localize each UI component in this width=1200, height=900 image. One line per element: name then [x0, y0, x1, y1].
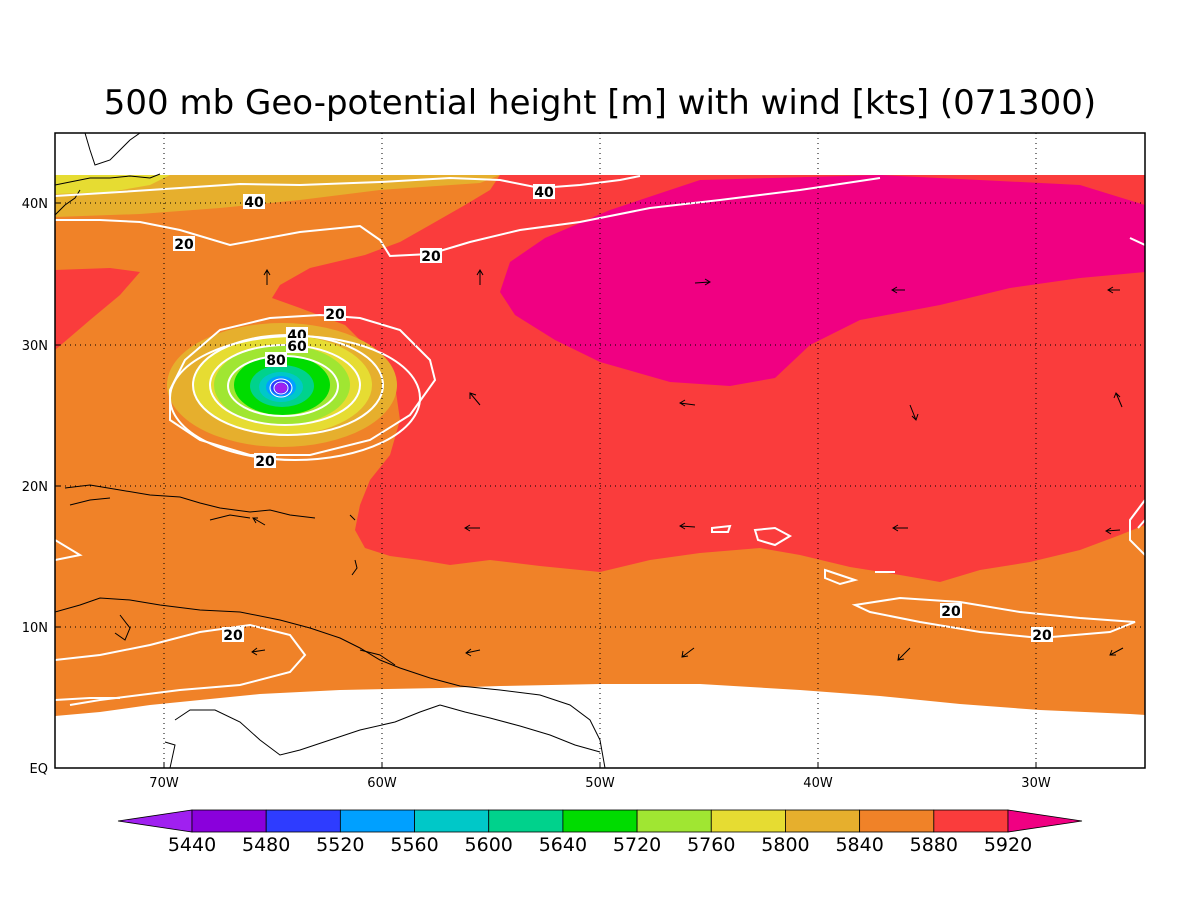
- svg-text:60: 60: [287, 339, 307, 355]
- colorbar-label: 5560: [390, 834, 438, 856]
- colorbar-label: 5440: [168, 834, 216, 856]
- svg-text:20: 20: [223, 628, 243, 644]
- colorbar-swatch: [414, 809, 490, 833]
- height-field-5840: [55, 175, 500, 217]
- wind-contour-label: 60: [286, 338, 308, 355]
- colorbar-swatch: [339, 809, 415, 833]
- height-field-5960: [500, 175, 1145, 386]
- colorbar-label: 5880: [910, 834, 958, 856]
- colorbar-swatch: [191, 809, 267, 833]
- colorbar-label: 5800: [761, 834, 809, 856]
- wind-contour-label: 40: [243, 194, 265, 211]
- lon-label-50w: 50W: [585, 776, 615, 791]
- lat-label-20n: 20N: [22, 480, 48, 495]
- height-field-5920-west: [55, 268, 140, 350]
- colorbar-swatch: [488, 809, 564, 833]
- colorbar-swatch: [710, 809, 786, 833]
- wind-contour-label: 20: [1031, 627, 1053, 644]
- colorbar-swatch: [562, 809, 638, 833]
- colorbar-label: 5520: [316, 834, 364, 856]
- colorbar-label: 5720: [613, 834, 661, 856]
- wind-contour-label: 20: [420, 248, 442, 265]
- svg-text:20: 20: [174, 237, 194, 253]
- svg-text:80: 80: [266, 353, 286, 369]
- graticule: [55, 133, 1145, 768]
- lon-label-60w: 60W: [367, 776, 397, 791]
- wind-contour-label: 80: [265, 352, 287, 369]
- lon-label-40w: 40W: [803, 776, 833, 791]
- lat-label-eq: EQ: [30, 762, 48, 777]
- colorbar-swatch: [117, 809, 193, 833]
- colorbar-swatch: [933, 809, 1009, 833]
- svg-text:40: 40: [244, 195, 264, 211]
- colorbar-label: 5760: [687, 834, 735, 856]
- wind-contour-label: 20: [222, 627, 244, 644]
- svg-text:20: 20: [941, 604, 961, 620]
- lat-label-30n: 30N: [22, 339, 48, 354]
- colorbar: 5440 5480 5520 5560 5600 5640 5720 5760 5800 5840…: [117, 809, 1083, 856]
- colorbar-swatch: [265, 809, 341, 833]
- map-title: 500 mb Geo-potential height [m] with win…: [104, 83, 1096, 123]
- low-pressure-center: [167, 323, 397, 447]
- svg-text:20: 20: [1032, 628, 1052, 644]
- wind-contour-label: 20: [940, 603, 962, 620]
- lon-label-30w: 30W: [1021, 776, 1051, 791]
- colorbar-label: 5480: [242, 834, 290, 856]
- wind-vectors: [251, 269, 1124, 661]
- colorbar-label: 5840: [835, 834, 883, 856]
- colorbar-swatch: [636, 809, 712, 833]
- colorbar-label: 5600: [465, 834, 513, 856]
- axis-ticks: [55, 202, 1037, 768]
- svg-text:20: 20: [325, 307, 345, 323]
- colorbar-swatch: [859, 809, 935, 833]
- wind-contour-label: 20: [173, 236, 195, 253]
- lon-label-70w: 70W: [149, 776, 179, 791]
- wind-contour-label: 20: [254, 453, 276, 470]
- svg-text:20: 20: [255, 454, 275, 470]
- colorbar-label: 5640: [539, 834, 587, 856]
- colorbar-swatch: [1007, 809, 1083, 833]
- map-panel: [55, 133, 1145, 768]
- wind-contour-label: 20: [324, 306, 346, 323]
- colorbar-label: 5920: [984, 834, 1032, 856]
- colorbar-swatch: [785, 809, 861, 833]
- wind-contour-label: 40: [533, 184, 555, 201]
- lat-label-10n: 10N: [22, 621, 48, 636]
- svg-text:40: 40: [534, 185, 554, 201]
- lat-label-40n: 40N: [22, 197, 48, 212]
- svg-text:20: 20: [421, 249, 441, 265]
